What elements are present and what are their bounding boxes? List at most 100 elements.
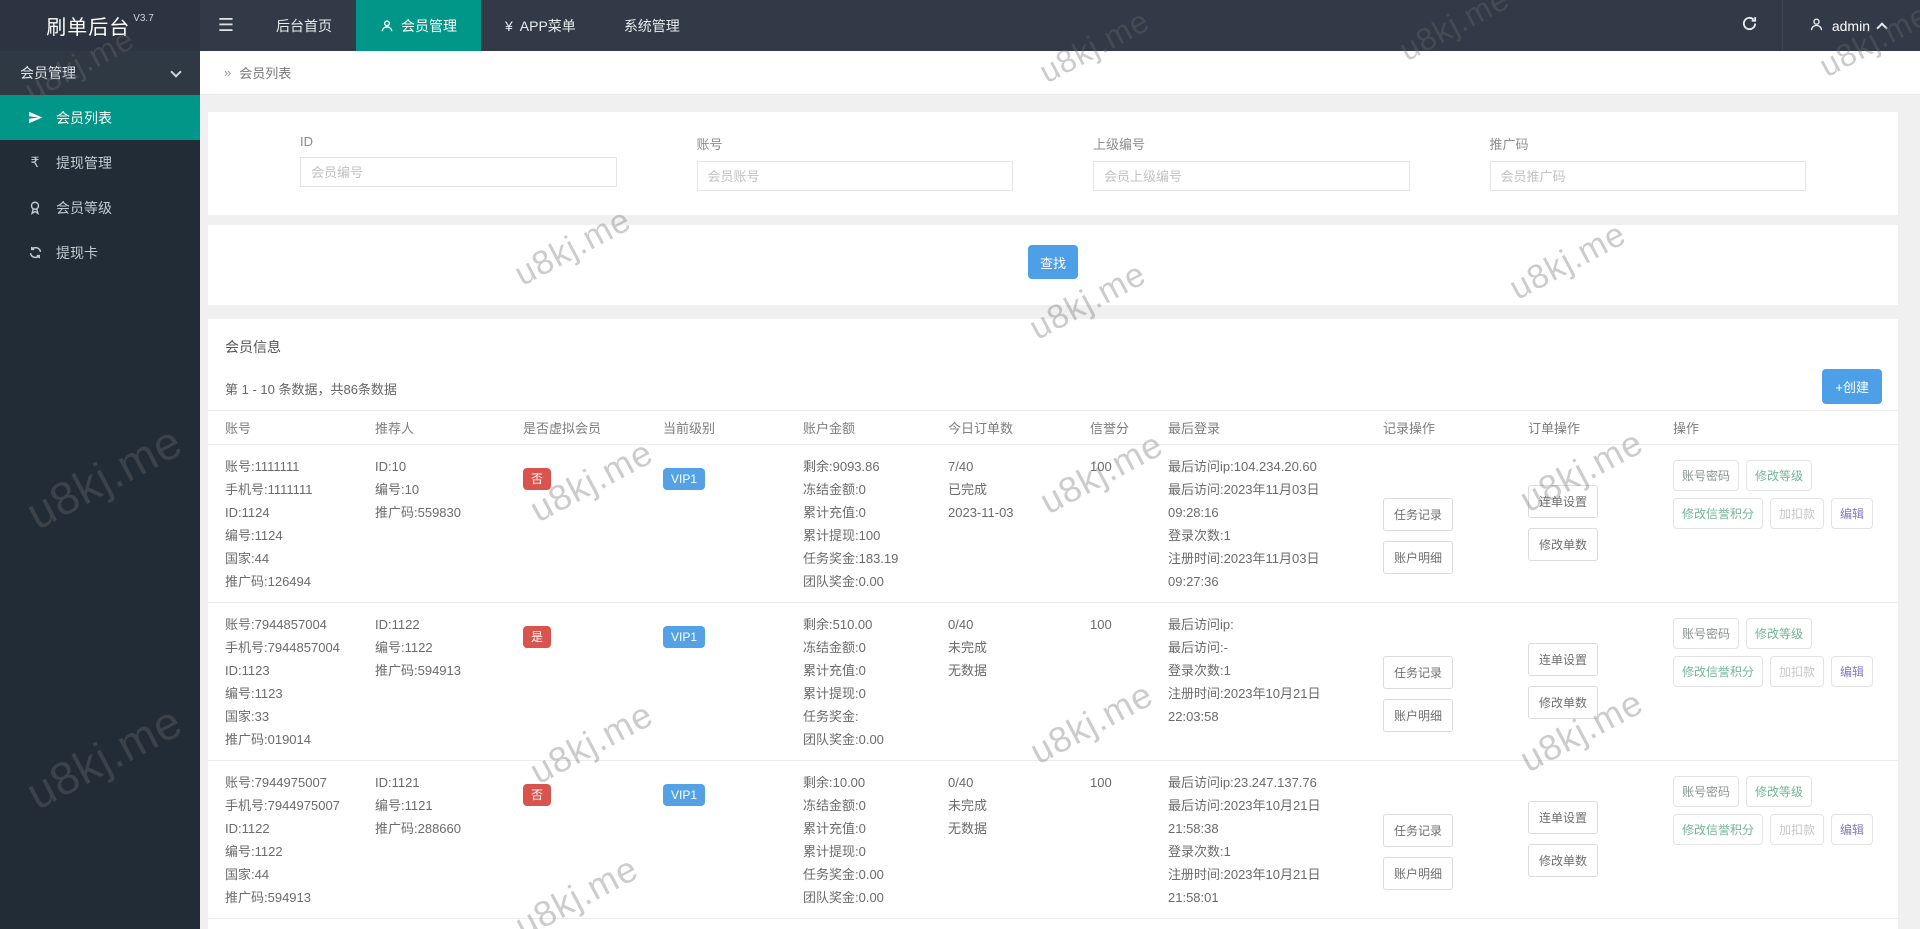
operation-button-4[interactable]: 编辑 [1831, 814, 1874, 845]
cell-line: 编号:1121 [375, 798, 433, 813]
operation-button-1[interactable]: 修改等级 [1746, 460, 1813, 491]
operation-button-2[interactable]: 修改信誉积分 [1673, 498, 1764, 529]
tab-system[interactable]: 系统管理 [600, 0, 704, 51]
order-action-button-1[interactable]: 修改单数 [1528, 528, 1599, 561]
main-content: » 会员列表 ID 账号 上级编号 推广码 查找 [200, 51, 1920, 929]
column-header: 操作 [1673, 421, 1700, 436]
parent-id-input[interactable] [1093, 161, 1410, 191]
column-header: 推荐人 [375, 421, 415, 436]
cell-line: 手机号:7944975007 [225, 798, 340, 813]
cell-line: 国家:33 [225, 709, 270, 724]
sidebar-item-withdraw-card[interactable]: 提现卡 [0, 230, 200, 275]
cell-level: VIP1 [663, 771, 803, 909]
cell-line: 最后访问ip:104.234.20.60 [1168, 459, 1317, 474]
vip-badge: VIP1 [663, 626, 706, 648]
cell-order-actions: 连单设置 修改单数 [1528, 771, 1673, 909]
cell-credit-score: 100 [1090, 617, 1112, 632]
record-action-button-0[interactable]: 任务记录 [1383, 814, 1454, 847]
table-row: 账号:1111111 手机号:1111111 ID:1124 编号:1124 国家:44… [208, 445, 1898, 603]
order-action-button-1[interactable]: 修改单数 [1528, 844, 1599, 877]
submit-row: 查找 [208, 225, 1898, 305]
operation-button-1[interactable]: 修改等级 [1746, 618, 1813, 649]
record-action-button-0[interactable]: 任务记录 [1383, 498, 1454, 531]
cell-line: 累计提现:100 [803, 528, 881, 543]
cell-line: 冻结金额:0 [803, 798, 866, 813]
operation-button-3[interactable]: 加扣款 [1770, 814, 1825, 845]
cell-today-orders: 0/40 未完成 无数据 [948, 771, 1090, 909]
virtual-badge: 否 [523, 784, 552, 806]
sidebar-item-withdraw-mgmt[interactable]: ₹ 提现管理 [0, 140, 200, 185]
record-action-button-1[interactable]: 账户明细 [1383, 857, 1454, 890]
record-action-button-0[interactable]: 任务记录 [1383, 656, 1454, 689]
operation-button-0[interactable]: 账号密码 [1673, 460, 1740, 491]
cell-account: 账号:7944975007 手机号:7944975007 ID:1122 编号:112… [225, 771, 375, 909]
medal-icon [26, 200, 44, 215]
cell-record-actions: 任务记录 账户明细 [1383, 771, 1528, 909]
refresh-icon [1741, 15, 1758, 37]
virtual-badge: 否 [523, 468, 552, 490]
table-row: 账号:7944975007 手机号:7944975007 ID:1122 编号:112… [208, 761, 1898, 919]
admin-menu[interactable]: admin [1781, 0, 1920, 51]
account-input[interactable] [696, 161, 1013, 191]
cell-line: 累计提现:0 [803, 686, 866, 701]
column-header: 今日订单数 [948, 421, 1014, 436]
cell-line: 注册时间:2023年11月03日 09:27:36 [1168, 551, 1320, 589]
operation-button-1[interactable]: 修改等级 [1746, 776, 1813, 807]
virtual-badge: 是 [523, 626, 552, 648]
navbar-spacer [704, 0, 1718, 51]
cell-line: 无数据 [948, 821, 988, 836]
cell-line: 推广码:559830 [375, 505, 461, 520]
id-input[interactable] [300, 157, 617, 187]
order-action-button-0[interactable]: 连单设置 [1528, 801, 1599, 834]
cell-balance: 剩余:510.00 冻结金额:0 累计充值:0 累计提现:0 任务奖金: 团队奖金:0.0… [803, 613, 948, 751]
sidebar-item-member-level[interactable]: 会员等级 [0, 185, 200, 230]
cell-line: ID:10 [375, 459, 407, 474]
cell-line: ID:1124 [225, 505, 270, 520]
column-header: 信誉分 [1090, 421, 1130, 436]
order-action-button-1[interactable]: 修改单数 [1528, 686, 1599, 719]
search-fields: ID 账号 上级编号 推广码 [208, 112, 1898, 215]
operation-button-0[interactable]: 账号密码 [1673, 618, 1740, 649]
breadcrumb-label[interactable]: 会员列表 [239, 66, 292, 81]
hamburger-menu-icon[interactable]: ☰ [217, 15, 235, 35]
operation-button-0[interactable]: 账号密码 [1673, 776, 1740, 807]
search-button[interactable]: 查找 [1028, 245, 1078, 279]
tab-dashboard[interactable]: 后台首页 [252, 0, 356, 51]
record-action-button-1[interactable]: 账户明细 [1383, 541, 1454, 574]
cell-line: 推广码:594913 [225, 890, 311, 905]
cell-line: 累计充值:0 [803, 663, 866, 678]
cell-line: 手机号:7944857004 [225, 640, 340, 655]
cell-today-orders: 7/40 已完成 2023-11-03 [948, 455, 1090, 593]
sidebar-group-members[interactable]: 会员管理 [0, 51, 200, 95]
order-action-button-0[interactable]: 连单设置 [1528, 485, 1599, 518]
cell-line: 累计充值:0 [803, 505, 866, 520]
cell-line: 编号:1123 [225, 686, 283, 701]
operation-button-2[interactable]: 修改信誉积分 [1673, 814, 1764, 845]
operation-button-2[interactable]: 修改信誉积分 [1673, 656, 1764, 687]
refresh-button[interactable] [1718, 0, 1782, 51]
promo-code-input[interactable] [1489, 161, 1806, 191]
order-action-button-0[interactable]: 连单设置 [1528, 643, 1599, 676]
operation-button-4[interactable]: 编辑 [1831, 656, 1874, 687]
operation-button-3[interactable]: 加扣款 [1770, 656, 1825, 687]
cell-record-actions: 任务记录 账户明细 [1383, 613, 1528, 751]
cell-line: 无数据 [948, 663, 988, 678]
operation-button-4[interactable]: 编辑 [1831, 498, 1874, 529]
sidebar-item-member-list[interactable]: 会员列表 [0, 95, 200, 140]
field-label: ID [300, 134, 313, 149]
record-action-button-1[interactable]: 账户明细 [1383, 699, 1454, 732]
panel-divider [208, 215, 1898, 225]
cell-line: 0/40 [948, 617, 974, 632]
member-panel: 会员信息 第 1 - 10 条数据，共86条数据 +创建 账号 推荐人 是否虚拟… [208, 319, 1898, 929]
operation-button-3[interactable]: 加扣款 [1770, 498, 1825, 529]
cell-account: 账号:7944857004 手机号:7944857004 ID:1123 编号:112… [225, 613, 375, 751]
cell-line: 剩余:9093.86 [803, 459, 880, 474]
cell-line: 编号:10 [375, 482, 420, 497]
sync-icon [26, 245, 44, 260]
field-label: 上级编号 [1093, 137, 1146, 152]
tab-label: 会员管理 [401, 17, 457, 34]
tab-app-menu[interactable]: ¥ APP菜单 [481, 0, 600, 51]
cell-line: 累计提现:0 [803, 844, 866, 859]
tab-members[interactable]: 会员管理 [356, 0, 481, 51]
create-button[interactable]: +创建 [1822, 369, 1882, 404]
